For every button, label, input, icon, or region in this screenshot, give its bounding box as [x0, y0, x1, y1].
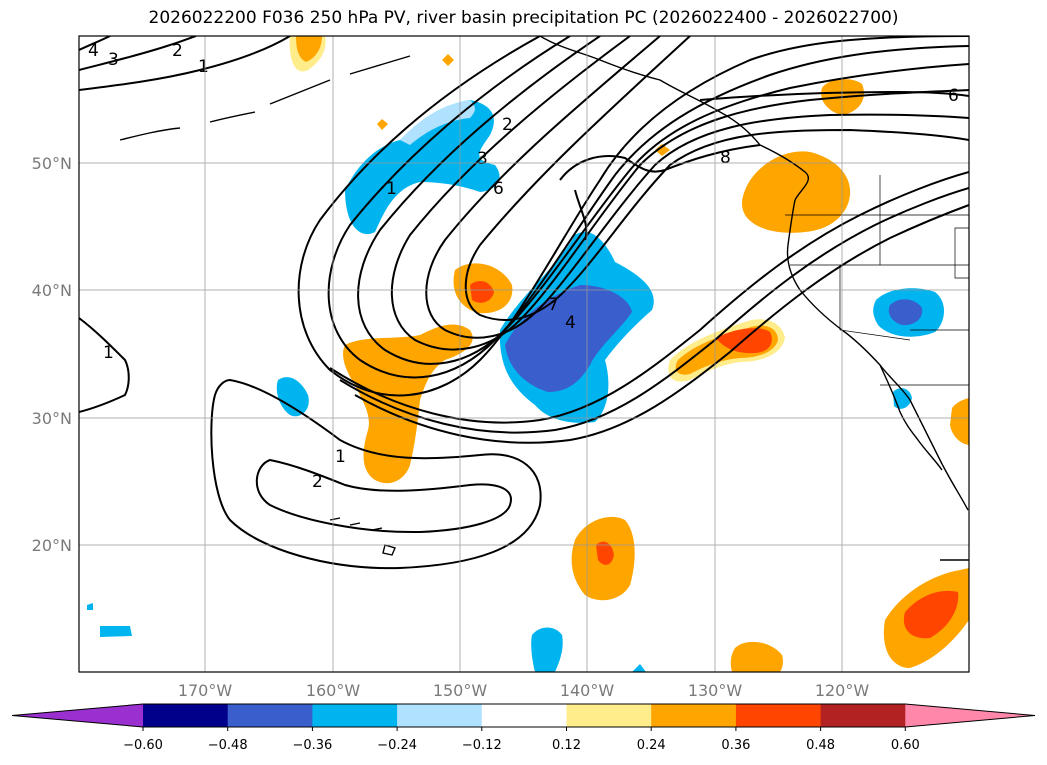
- colorbar-segment: [820, 704, 906, 727]
- colorbar: −0.60 −0.48 −0.36 −0.24 −0.12 0.12 0.24 0.36 0.4…: [11, 703, 1036, 753]
- lon-label-130w: 130°W: [688, 681, 743, 700]
- negative-precip-areas: [87, 100, 945, 672]
- colorbar-tick-label: 0.36: [721, 738, 750, 753]
- contour-label: 6: [948, 86, 959, 106]
- neg-area-gulf-light: [400, 100, 475, 145]
- latitude-labels: 50°N 40°N 30°N 20°N: [32, 154, 72, 555]
- colorbar-tick-label: 0.24: [637, 738, 666, 753]
- neg-area-gulf: [345, 100, 500, 235]
- longitude-labels: 170°W 160°W 150°W 140°W 130°W 120°W: [178, 681, 870, 700]
- pv-contour-labels: 4 3 2 1 2 3 6 1 7 4 8 6 1 1 2: [88, 41, 959, 492]
- contour-label: 2: [172, 41, 183, 61]
- lat-label-40n: 40°N: [32, 281, 72, 300]
- gridlines: [79, 36, 969, 672]
- pv-contours: [79, 36, 969, 570]
- positive-precip-areas: [289, 36, 969, 672]
- colorbar-tick-label: −0.12: [462, 738, 502, 753]
- map-title: 2026022200 F036 250 hPa PV, river basin …: [148, 8, 899, 28]
- lat-label-20n: 20°N: [32, 536, 72, 555]
- contour-label: 4: [88, 41, 99, 61]
- contour-label: 6: [493, 179, 504, 199]
- colorbar-segment: [651, 704, 737, 727]
- map-content: 4 3 2 1 2 3 6 1 7 4 8 6 1 1 2: [79, 36, 969, 672]
- colorbar-tick-label: 0.12: [552, 738, 581, 753]
- pos-area-band: [343, 324, 473, 484]
- pos-area-pnw: [741, 151, 851, 233]
- contour-label: 1: [103, 343, 114, 363]
- contour-label: 1: [335, 447, 346, 467]
- colorbar-tick-label: −0.36: [292, 738, 332, 753]
- coastlines: [119, 36, 969, 561]
- lat-label-50n: 50°N: [32, 154, 72, 173]
- pos-area-40n-red: [470, 280, 494, 303]
- neg-area-south2: [100, 626, 132, 637]
- map-border: [78, 35, 970, 673]
- contour-label: 7: [548, 295, 559, 315]
- colorbar-segment: [312, 704, 398, 727]
- borders: [785, 175, 969, 386]
- neg-area-nevada-dark: [888, 299, 923, 326]
- neg-area-tiny: [87, 603, 93, 610]
- colorbar-segment: [143, 704, 229, 727]
- contour-label: 3: [108, 50, 119, 70]
- contour-label: 2: [502, 115, 513, 135]
- pos-area-south-b: [730, 641, 783, 672]
- colorbar-segment: [566, 704, 652, 727]
- colorbar-segment: [227, 704, 313, 727]
- lon-label-120w: 120°W: [815, 681, 870, 700]
- colorbar-segment: [735, 704, 822, 727]
- colorbar-extend-high: [905, 704, 1035, 727]
- neg-area-south1: [531, 627, 563, 672]
- contour-label: 1: [198, 57, 209, 77]
- colorbar-tick-label: −0.48: [208, 738, 248, 753]
- lat-label-30n: 30°N: [32, 409, 72, 428]
- contour-label: 1: [386, 179, 397, 199]
- neg-area-baja: [893, 388, 912, 409]
- pos-area-dot3: [655, 144, 670, 156]
- contour-label: 3: [477, 149, 488, 169]
- pos-area-dot1: [442, 54, 454, 66]
- pos-area-south-a-red: [596, 541, 614, 565]
- colorbar-tick-label: −0.24: [377, 738, 417, 753]
- pos-area-top-inner: [296, 36, 322, 62]
- pos-area-dot2: [377, 119, 388, 130]
- lon-label-140w: 140°W: [560, 681, 615, 700]
- neg-area-south3: [632, 664, 646, 672]
- contour-label: 2: [312, 472, 323, 492]
- pos-area-east: [950, 398, 969, 445]
- contour-label: 4: [565, 313, 576, 333]
- colorbar-tick-label: 0.48: [806, 738, 835, 753]
- neg-area-small-west: [276, 377, 309, 417]
- lon-label-150w: 150°W: [433, 681, 488, 700]
- pos-area-south-c-red: [903, 590, 959, 639]
- contour-label: 8: [720, 148, 731, 168]
- colorbar-extend-low: [12, 704, 143, 727]
- colorbar-tick-label: −0.60: [123, 738, 163, 753]
- colorbar-tick-label: 0.60: [891, 738, 920, 753]
- lon-label-160w: 160°W: [306, 681, 361, 700]
- colorbar-segment: [397, 704, 483, 727]
- lon-label-170w: 170°W: [178, 681, 233, 700]
- colorbar-segment: [481, 704, 567, 727]
